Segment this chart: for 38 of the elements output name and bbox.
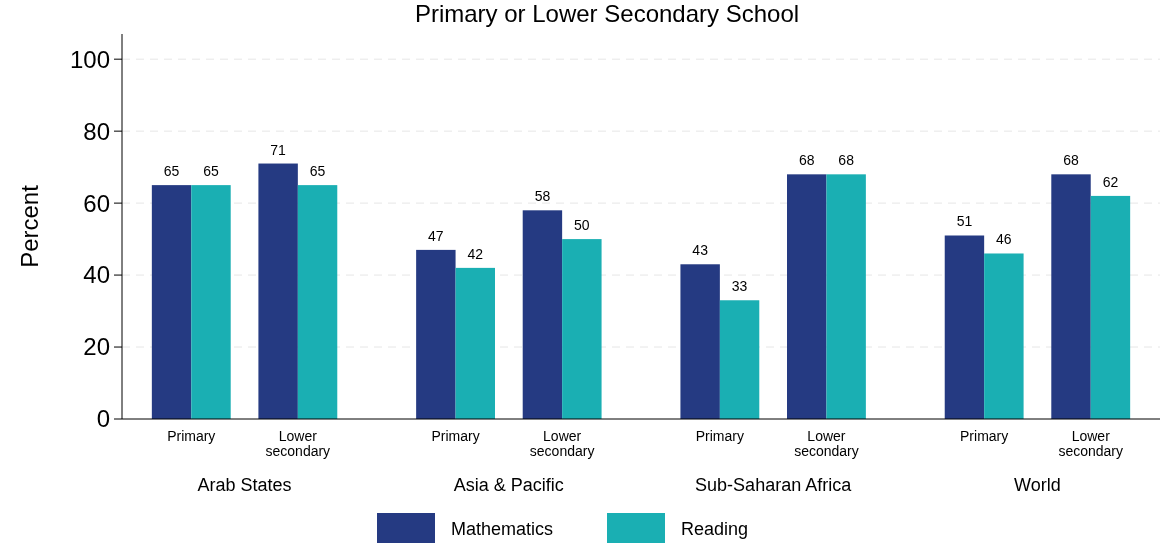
data-label: 65 [163,163,180,180]
y-tick-label: 0 [96,405,110,433]
data-label: 46 [996,231,1012,248]
y-tick-label: 100 [69,45,110,73]
data-label: 68 [838,152,855,169]
chart-title: Primary or Lower Secondary School [414,0,800,27]
y-tick-label: 40 [83,261,110,289]
data-label: 71 [270,141,287,158]
x-tick-label: Lower secondary [794,428,859,459]
data-label: 42 [467,245,484,262]
x-tick-label: Lower secondary [1058,428,1124,459]
text: World [1014,475,1061,495]
data-label: 65 [309,163,326,180]
data-label: 68 [1063,152,1080,169]
data-label: 47 [428,227,444,244]
x-tick-label: Primary [167,428,216,444]
data-label: 62 [1102,173,1119,190]
x-tick-label: Primary [695,428,744,444]
data-label: 50 [574,217,590,234]
x-tick-label: Lower secondary [529,428,595,459]
data-label: 51 [956,213,973,230]
x-tick-label: Lower secondary [265,428,331,459]
data-label: 58 [534,188,551,205]
y-tick-label: 60 [83,189,110,217]
data-label: 68 [798,152,815,169]
x-tick-label: Primary [431,428,480,444]
y-axis-title: Percent [16,184,43,268]
y-tick-label: 20 [83,333,110,361]
y-tick-label: 80 [83,117,110,145]
data-label: 33 [731,278,748,295]
x-tick-label: Primary [960,428,1009,444]
legend-label: Mathematics [451,519,554,539]
text: Sub-Saharan Africa [695,475,853,495]
text: Arab States [197,475,292,495]
data-label: 43 [692,242,709,259]
data-label: 65 [203,163,219,180]
text: Asia & Pacific [453,475,564,495]
legend-label: Reading [681,519,749,539]
